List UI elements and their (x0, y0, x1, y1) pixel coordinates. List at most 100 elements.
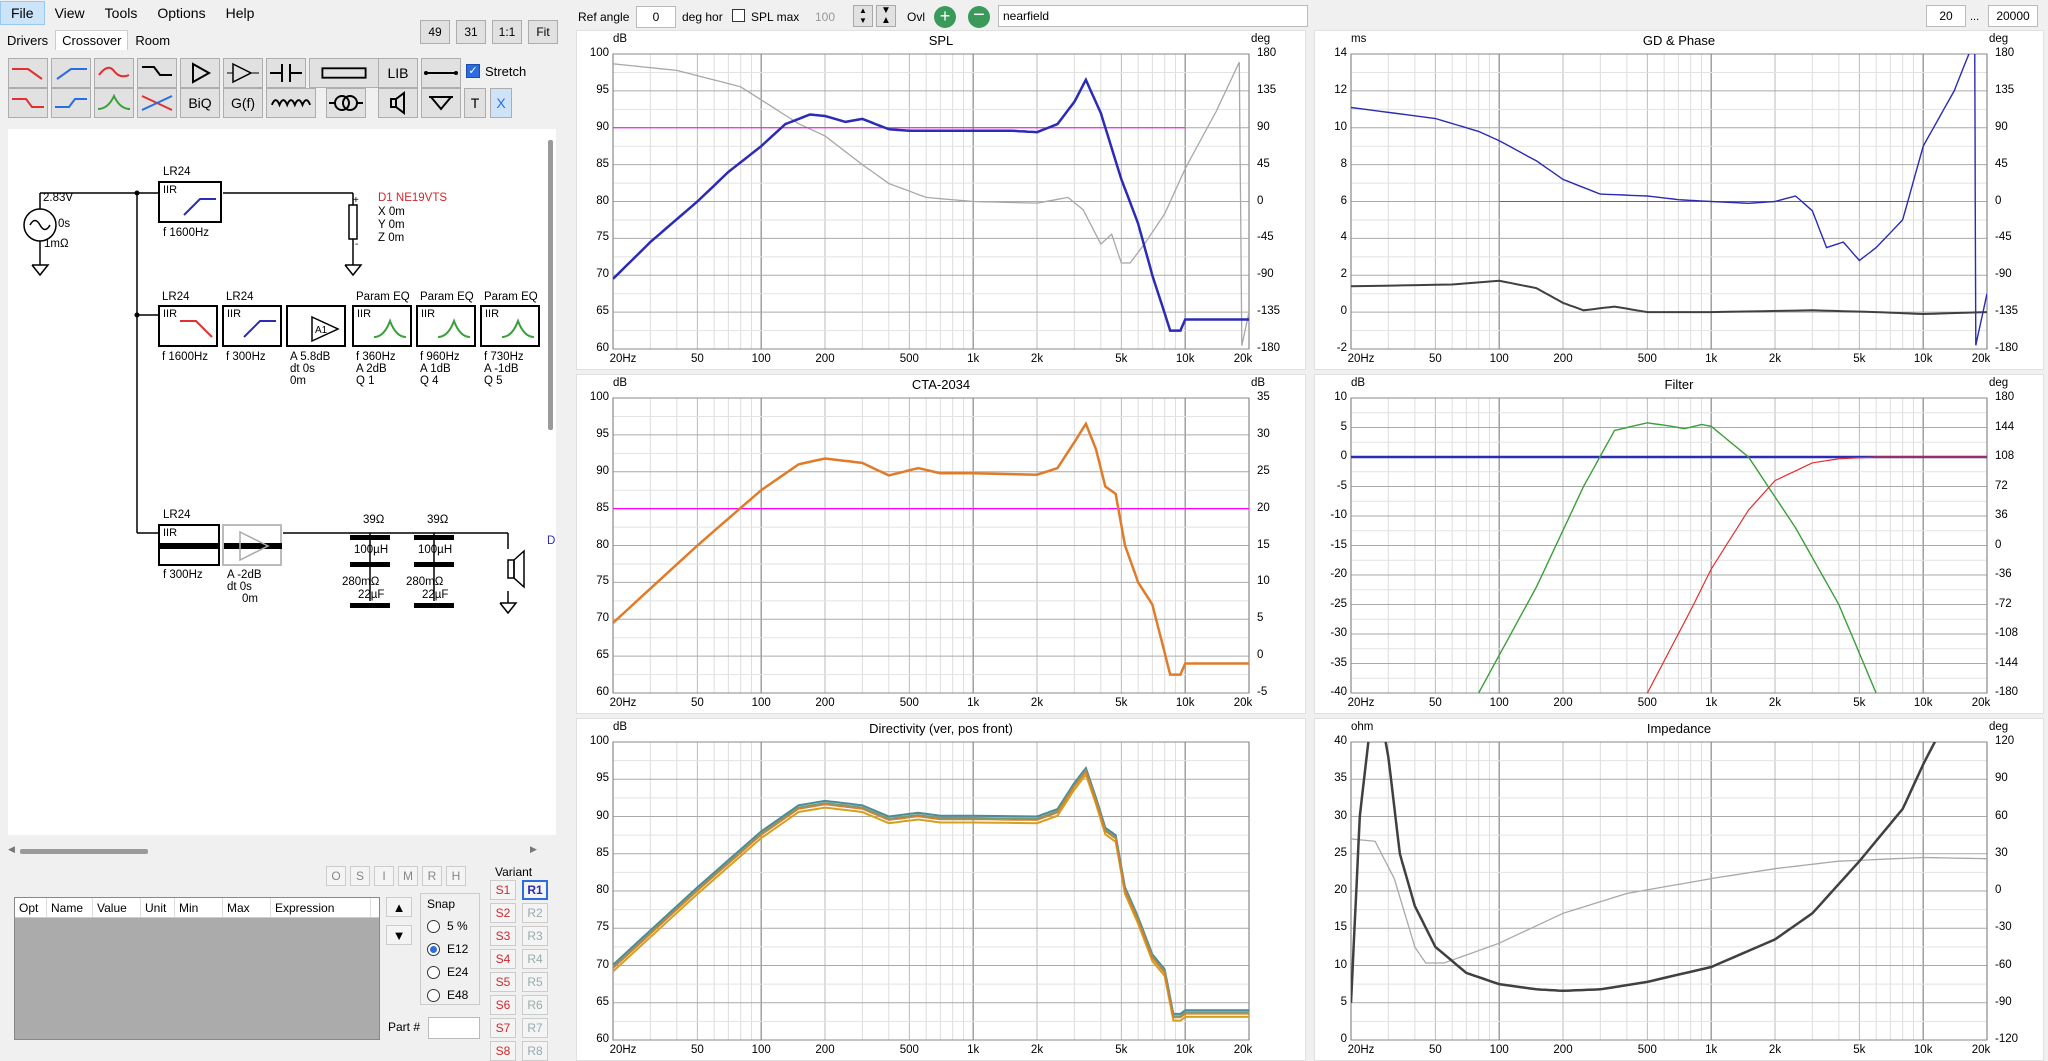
crossover-block-4[interactable]: IIR (352, 305, 412, 347)
menu-view[interactable]: View (54, 5, 85, 21)
chart-filter[interactable]: Filter dB deg 10 5 0 -5 -10 -15 -20 -25 -30 -35 -40 18… (1314, 374, 2044, 714)
crossover-block-1[interactable]: IIR (158, 305, 218, 347)
allpass-tool-button[interactable] (137, 88, 177, 118)
ref-angle-input[interactable] (636, 6, 676, 28)
biquad-tool-button[interactable]: BiQ (180, 88, 220, 118)
schematic-hscroll-thumb[interactable] (20, 849, 148, 854)
column-header[interactable]: Expression (271, 898, 371, 917)
spin-updown-button[interactable]: ▲ ▼ (853, 5, 873, 27)
lowpass-tool-button[interactable] (8, 58, 48, 88)
variant-r5-button[interactable]: R5 (522, 972, 548, 992)
tab-room[interactable]: Room (135, 33, 171, 48)
block-r3-amp[interactable] (222, 524, 282, 566)
variant-s5-button[interactable]: S5 (490, 972, 516, 992)
variant-r2-button[interactable]: R2 (522, 903, 548, 923)
speaker-tool-button[interactable] (378, 88, 418, 118)
variant-r6-button[interactable]: R6 (522, 995, 548, 1015)
snap-radio[interactable] (427, 989, 440, 1002)
add-overlay-button[interactable]: + (934, 6, 956, 28)
column-header[interactable]: Value (93, 898, 141, 917)
overlay-name-input[interactable] (998, 5, 1308, 27)
variant-s6-button[interactable]: S6 (490, 995, 516, 1015)
freq-min-input[interactable] (1926, 5, 1966, 27)
highpass-tool-button[interactable] (51, 58, 91, 88)
peq-tool-button[interactable] (94, 88, 134, 118)
chart-spl[interactable]: SPL dB deg 100 95 90 85 80 75 70 65 60 180 135 90 45 0 -4… (576, 30, 1306, 370)
move-up-button[interactable]: ▲ (386, 897, 412, 917)
optimizer-table[interactable]: Opt Name Value Unit Min Max Expression (14, 897, 380, 1040)
column-header[interactable]: Name (47, 898, 93, 917)
variant-s8-button[interactable]: S8 (490, 1041, 516, 1061)
chart-gd-phase[interactable]: GD & Phase ms deg 14 12 10 8 6 4 2 0 -2 180 135 90 45 0 -… (1314, 30, 2044, 370)
remove-overlay-button[interactable]: − (968, 5, 990, 28)
crossover-block-6[interactable]: IIR (480, 305, 540, 347)
delete-tool-button[interactable]: X (490, 88, 512, 118)
gf-tool-button[interactable]: G(f) (223, 88, 263, 118)
spl-max-value[interactable]: 100 (815, 10, 836, 24)
scroll-right-icon[interactable]: ▶ (530, 844, 537, 854)
crossover-block-3[interactable]: A1 (286, 305, 346, 347)
variant-s3-button[interactable]: S3 (490, 926, 516, 946)
menu-tools[interactable]: Tools (104, 5, 138, 21)
snap-radio[interactable] (427, 920, 440, 933)
variant-s4-button[interactable]: S4 (490, 949, 516, 969)
menu-options[interactable]: Options (157, 5, 206, 21)
spl-max-checkbox[interactable] (732, 9, 745, 22)
text-tool-button[interactable]: T (464, 88, 486, 118)
menu-help[interactable]: Help (225, 5, 255, 21)
tab-crossover[interactable]: Crossover (55, 30, 129, 50)
column-header[interactable]: Unit (141, 898, 175, 917)
library-button[interactable]: LIB (378, 58, 418, 88)
tab-drivers[interactable]: Drivers (7, 33, 49, 48)
snap-radio[interactable] (427, 966, 440, 979)
schematic-canvas[interactable]: 2.83V 0s 1mΩ LR24 IIR f 1600Hz D1 NE19VT… (8, 129, 556, 835)
highpass2-tool-button[interactable] (51, 88, 91, 118)
mode-r-button[interactable]: R (422, 866, 442, 886)
move-down-button[interactable]: ▼ (386, 925, 412, 945)
collapse-button[interactable]: ▼ ▲ (876, 5, 896, 27)
inductor-tool-button[interactable] (266, 88, 316, 118)
variant-r8-button[interactable]: R8 (522, 1041, 548, 1061)
mode-s-button[interactable]: S (350, 866, 370, 886)
crossover-block-5[interactable]: IIR (416, 305, 476, 347)
chart-directivity-ver-pos-front-[interactable]: Directivity (ver, pos front) dB 100 95 90 85 8… (576, 718, 1306, 1061)
chart-cta-2034[interactable]: CTA-2034 dB dB 100 95 90 85 80 75 70 65 60 35 30 25 20 1… (576, 374, 1306, 714)
amplifier-tool-button[interactable] (180, 58, 220, 88)
variant-r1-button[interactable]: R1 (522, 880, 548, 900)
stretch-checkbox[interactable]: ✓ (466, 64, 480, 78)
ground-tool-button[interactable] (421, 88, 461, 118)
column-header[interactable]: Max (223, 898, 271, 917)
shelf-tool-button[interactable] (137, 58, 177, 88)
variant-s1-button[interactable]: S1 (490, 880, 516, 900)
variant-s2-button[interactable]: S2 (490, 903, 516, 923)
block-lr24-highpass[interactable]: IIR (158, 181, 222, 223)
resistor-tool-button[interactable] (309, 58, 379, 88)
bandpass-tool-button[interactable] (94, 58, 134, 88)
crossover-block-2[interactable]: IIR (222, 305, 282, 347)
scroll-left-icon[interactable]: ◀ (8, 844, 15, 854)
transformer-tool-button[interactable] (326, 88, 366, 118)
zoom-49-button[interactable]: 49 (420, 20, 450, 44)
zoom-fit-button[interactable]: Fit (528, 20, 558, 44)
zoom-31-button[interactable]: 31 (456, 20, 486, 44)
snap-radio[interactable] (427, 943, 440, 956)
mode-m-button[interactable]: M (398, 866, 418, 886)
buffer-tool-button[interactable] (223, 58, 263, 88)
menu-file[interactable]: File (0, 1, 45, 25)
freq-max-input[interactable] (1988, 5, 2038, 27)
chart-impedance[interactable]: Impedance ohm deg 40 35 30 25 20 15 10 5 0 120 90 60 30… (1314, 718, 2044, 1061)
mode-o-button[interactable]: O (326, 866, 346, 886)
wire-tool-button[interactable] (421, 58, 461, 88)
variant-r7-button[interactable]: R7 (522, 1018, 548, 1038)
capacitor-tool-button[interactable] (266, 58, 306, 88)
part-input[interactable] (428, 1017, 480, 1039)
column-header[interactable]: Opt (15, 898, 47, 917)
mode-i-button[interactable]: I (374, 866, 394, 886)
variant-r3-button[interactable]: R3 (522, 926, 548, 946)
mode-h-button[interactable]: H (446, 866, 466, 886)
schematic-vscroll-thumb[interactable] (548, 140, 553, 430)
variant-r4-button[interactable]: R4 (522, 949, 548, 969)
variant-s7-button[interactable]: S7 (490, 1018, 516, 1038)
lowpass2-tool-button[interactable] (8, 88, 48, 118)
block-r3-lr24[interactable]: IIR (158, 524, 220, 566)
